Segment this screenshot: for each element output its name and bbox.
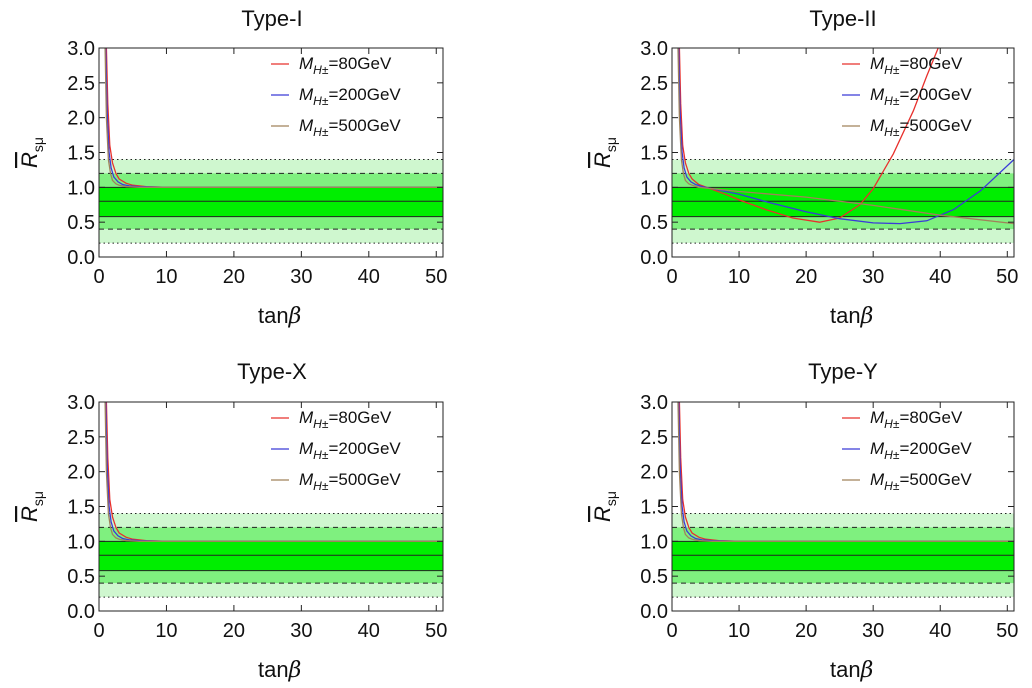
- x-tick-label: 20: [223, 266, 245, 288]
- y-tick-label: 0.0: [67, 247, 95, 269]
- legend-label-2: MH±=200GeV: [870, 85, 972, 108]
- y-tick-label: 2.0: [67, 462, 95, 484]
- y-tick-label: 1.0: [67, 531, 95, 553]
- chart-panel-4: 0 10 20 30 40 50 0.0 0.5 1.0 1.5 2.0 2.5 3.0 Type-Y ta…: [590, 359, 1018, 683]
- x-tick-label: 50: [425, 266, 447, 288]
- chart-title: Type-Y: [808, 359, 878, 384]
- legend-label-2: MH±=200GeV: [299, 85, 401, 108]
- y-tick-label: 2.0: [640, 108, 668, 130]
- y-tick-label: 0.0: [67, 601, 95, 623]
- y-tick-label: 1.0: [640, 531, 668, 553]
- y-tick-label: 0.5: [67, 212, 95, 234]
- x-tick-label: 30: [862, 620, 884, 642]
- legend-label-1: MH±=80GeV: [299, 54, 392, 77]
- x-tick-label: 40: [929, 266, 951, 288]
- x-tick-label: 50: [425, 620, 447, 642]
- y-tick-label: 1.0: [67, 177, 95, 199]
- x-tick-label: 30: [290, 620, 312, 642]
- x-tick-label: 30: [862, 266, 884, 288]
- x-tick-label: 10: [155, 266, 177, 288]
- series-line-3: [104, 48, 443, 188]
- legend-label-3: MH±=500GeV: [870, 116, 972, 139]
- y-axis-label: Rsμ: [17, 137, 46, 168]
- y-tick-label: 2.5: [67, 73, 95, 95]
- x-tick-label: 0: [666, 266, 677, 288]
- y-tick-label: 1.0: [640, 177, 668, 199]
- band-one-sigma: [99, 187, 443, 217]
- y-axis-label: Rsμ: [590, 137, 619, 168]
- y-axis-label: Rsμ: [17, 491, 46, 522]
- band-one-sigma: [672, 541, 1014, 571]
- y-tick-label: 0.5: [640, 212, 668, 234]
- x-tick-label: 10: [728, 620, 750, 642]
- x-axis-label: tanβ: [258, 303, 301, 329]
- series-line-3: [104, 402, 443, 542]
- y-tick-label: 0.5: [640, 566, 668, 588]
- y-tick-label: 1.5: [67, 143, 95, 165]
- y-tick-label: 2.0: [67, 108, 95, 130]
- chart-title: Type-X: [237, 359, 307, 384]
- chart-panel-3: 0 10 20 30 40 50 0.0 0.5 1.0 1.5 2.0 2.5 3.0 Type-X ta…: [17, 359, 447, 683]
- chart-title: Type-II: [809, 6, 876, 31]
- series-line-1: [678, 48, 939, 223]
- legend-label-2: MH±=200GeV: [299, 439, 401, 462]
- series-line-3: [677, 402, 1014, 542]
- x-tick-label: 40: [358, 620, 380, 642]
- plot-area: [672, 48, 1014, 244]
- y-tick-label: 3.0: [640, 38, 668, 60]
- x-tick-label: 20: [223, 620, 245, 642]
- x-tick-label: 20: [795, 620, 817, 642]
- y-tick-label: 0.5: [67, 566, 95, 588]
- legend-label-1: MH±=80GeV: [870, 54, 963, 77]
- series-line-2: [678, 48, 1014, 225]
- x-axis-label: tanβ: [830, 657, 873, 683]
- x-tick-label: 40: [358, 266, 380, 288]
- y-tick-label: 2.0: [640, 462, 668, 484]
- legend-label-1: MH±=80GeV: [870, 408, 963, 431]
- x-tick-label: 50: [996, 266, 1018, 288]
- chart-title: Type-I: [241, 6, 302, 31]
- y-tick-label: 0.0: [640, 247, 668, 269]
- x-tick-label: 0: [93, 266, 104, 288]
- y-tick-label: 2.5: [640, 73, 668, 95]
- x-axis-label: tanβ: [830, 303, 873, 329]
- legend-label-3: MH±=500GeV: [299, 116, 401, 139]
- y-tick-label: 3.0: [67, 38, 95, 60]
- y-tick-label: 0.0: [640, 601, 668, 623]
- legend-label-1: MH±=80GeV: [299, 408, 392, 431]
- chart-panel-1: 0 10 20 30 40 50 0.0 0.5 1.0 1.5 2.0 2.5 3.0 Type-I ta…: [17, 6, 447, 329]
- y-tick-label: 3.0: [640, 392, 668, 414]
- y-tick-label: 1.5: [640, 143, 668, 165]
- x-axis-label: tanβ: [258, 657, 301, 683]
- y-tick-label: 2.5: [67, 427, 95, 449]
- x-tick-label: 0: [93, 620, 104, 642]
- x-tick-label: 50: [996, 620, 1018, 642]
- y-tick-label: 3.0: [67, 392, 95, 414]
- chart-panel-2: 0 10 20 30 40 50 0.0 0.5 1.0 1.5 2.0 2.5 3.0 Type-II t…: [590, 6, 1018, 329]
- legend-label-2: MH±=200GeV: [870, 439, 972, 462]
- band-one-sigma: [99, 541, 443, 571]
- plot-area: [672, 402, 1014, 598]
- x-tick-label: 30: [290, 266, 312, 288]
- legend-label-3: MH±=500GeV: [299, 470, 401, 493]
- y-tick-label: 1.5: [640, 497, 668, 519]
- x-tick-label: 10: [728, 266, 750, 288]
- y-axis-label: Rsμ: [590, 491, 619, 522]
- y-tick-label: 2.5: [640, 427, 668, 449]
- series-line-3: [677, 48, 1014, 225]
- plot-area: [99, 402, 443, 598]
- x-tick-label: 0: [666, 620, 677, 642]
- y-tick-label: 1.5: [67, 497, 95, 519]
- legend-label-3: MH±=500GeV: [870, 470, 972, 493]
- x-tick-label: 10: [155, 620, 177, 642]
- x-tick-label: 40: [929, 620, 951, 642]
- plot-area: [99, 48, 443, 244]
- x-tick-label: 20: [795, 266, 817, 288]
